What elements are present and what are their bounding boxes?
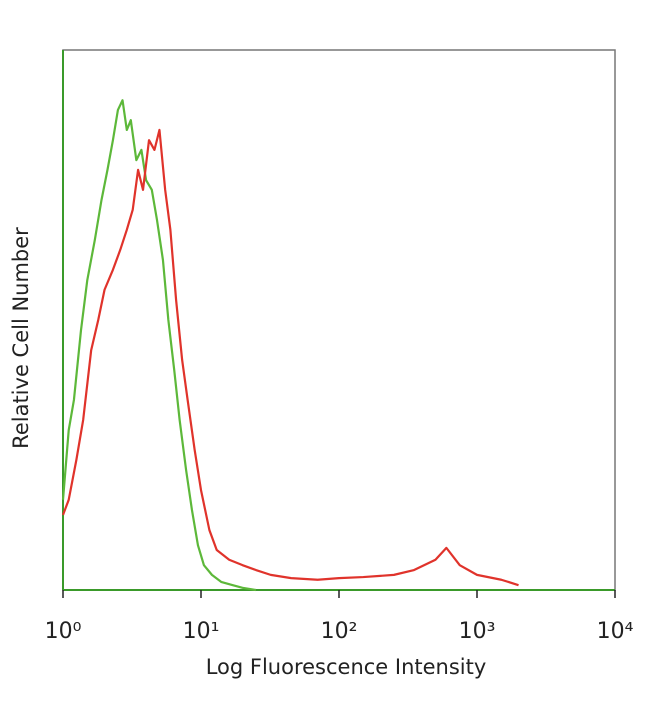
histogram-line (61, 99, 257, 592)
histogram-line (61, 128, 519, 587)
x-axis-label: Log Fluorescence Intensity (206, 655, 487, 679)
x-tick-label: 10⁰ (45, 619, 82, 644)
plot-frame (62, 49, 616, 591)
y-axis-label: Relative Cell Number (9, 227, 33, 449)
x-tick-label: 10³ (459, 619, 496, 644)
x-tick-label: 10¹ (183, 619, 220, 644)
x-tick-label: 10⁴ (597, 619, 634, 644)
x-tick-label: 10² (321, 619, 358, 644)
